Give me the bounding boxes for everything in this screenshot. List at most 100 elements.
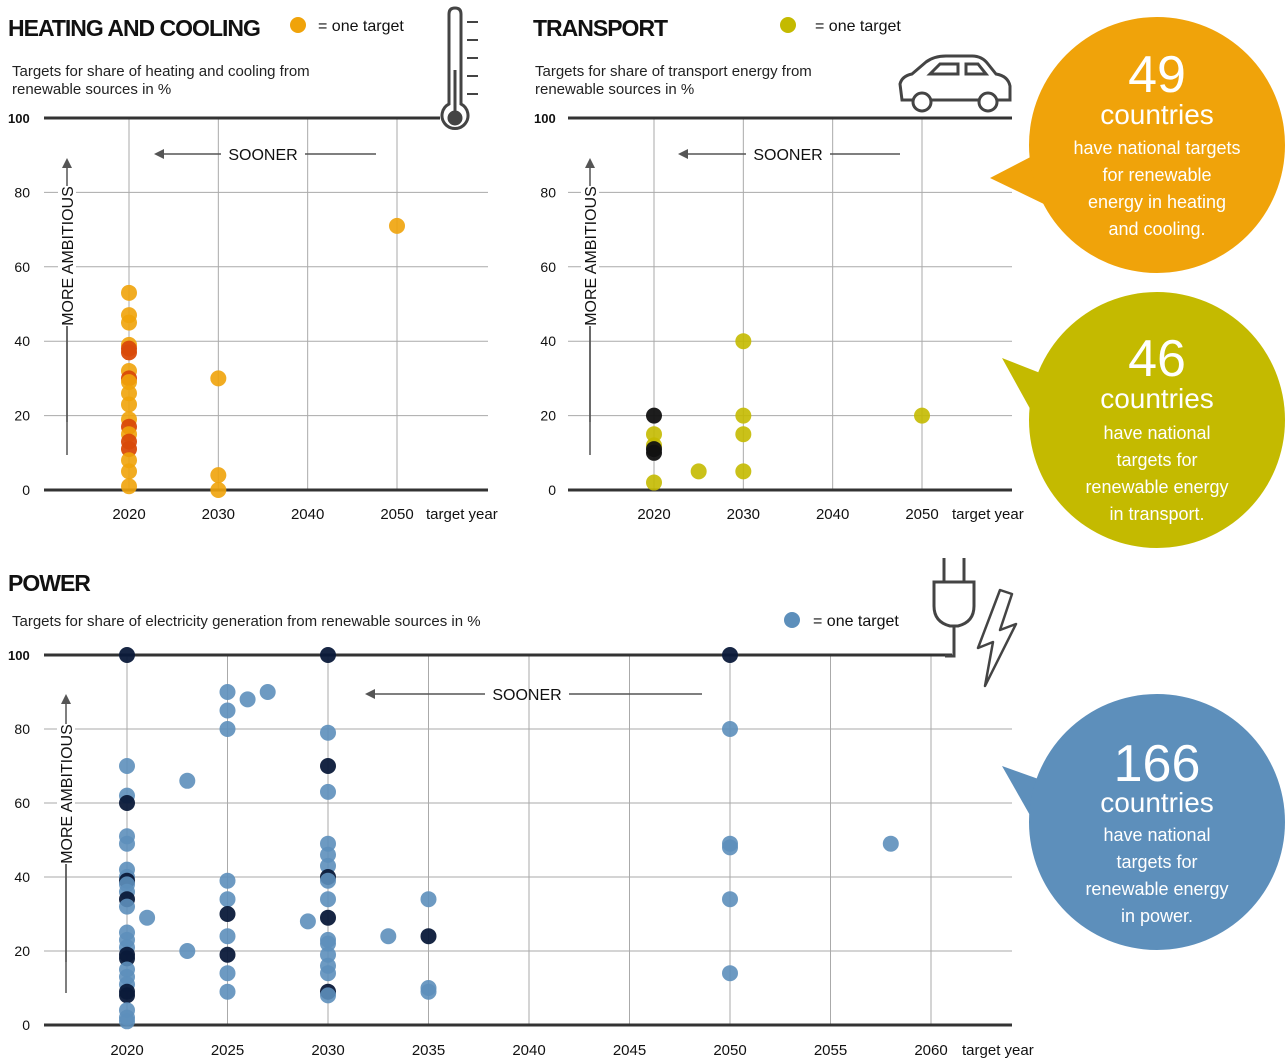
sooner-arrow-head: [154, 149, 164, 159]
x-tick-label: 2060: [914, 1042, 947, 1059]
y-tick-label: 40: [14, 869, 30, 885]
target-point: [320, 846, 336, 863]
target-point: [320, 724, 336, 741]
target-point: [320, 758, 336, 774]
ambition-label-bg: [57, 724, 75, 864]
callout-power: 166 countries have national targets for …: [1002, 694, 1285, 950]
callout-transport-line4: in transport.: [1109, 504, 1204, 524]
x-tick-label: 2020: [637, 506, 670, 523]
target-point: [219, 906, 236, 922]
target-point: [119, 795, 135, 811]
x-axis-label: target year: [952, 506, 1024, 523]
target-point: [722, 891, 738, 908]
callout-power-line3: renewable energy: [1085, 879, 1228, 899]
target-point: [299, 913, 316, 930]
target-point: [210, 370, 227, 387]
heating-legend-dot: [290, 17, 306, 33]
target-point: [735, 333, 752, 350]
target-point: [119, 758, 135, 774]
heating-subtitle-line2: renewable sources in %: [12, 81, 171, 98]
car-icon: [898, 54, 1012, 113]
x-tick-label: 2040: [512, 1042, 545, 1059]
y-tick-label: 40: [14, 333, 30, 349]
heating-legend-text: = one target: [318, 18, 404, 35]
heating-subtitle-line1: Targets for share of heating and cooling…: [12, 63, 310, 80]
lightning-icon: [976, 588, 1018, 688]
target-point: [420, 983, 437, 1000]
callout-heating-number: 49: [1128, 46, 1186, 104]
thermometer-icon: [440, 6, 478, 131]
target-point: [389, 217, 405, 234]
transport-title: TRANSPORT: [533, 15, 668, 41]
target-point: [121, 284, 137, 301]
target-point: [121, 344, 137, 361]
y-tick-label: 80: [540, 184, 556, 200]
target-point: [259, 684, 276, 700]
x-axis-label: target year: [426, 506, 498, 523]
x-tick-label: 2040: [291, 506, 324, 523]
target-point: [219, 965, 236, 982]
callout-power-line1: have national: [1103, 825, 1210, 845]
sooner-label: SOONER: [753, 147, 822, 164]
transport-panel: TRANSPORT = one target Targets for share…: [533, 15, 1024, 523]
target-point: [121, 452, 137, 469]
target-point: [320, 987, 336, 1004]
callout-transport-line2: targets for: [1116, 450, 1197, 470]
y-tick-label: 80: [14, 721, 30, 737]
callout-heating-line2: for renewable: [1102, 165, 1211, 185]
power-subtitle: Targets for share of electricity generat…: [12, 613, 481, 630]
callout-transport: 46 countries have national targets for r…: [1002, 292, 1285, 548]
target-point: [735, 407, 752, 424]
y-tick-label: 60: [540, 259, 556, 275]
target-point: [320, 647, 336, 663]
target-point: [320, 857, 336, 874]
target-point: [735, 426, 752, 443]
target-point: [119, 647, 135, 663]
target-point: [420, 891, 437, 908]
y-tick-label: 80: [14, 184, 30, 200]
target-point: [646, 444, 662, 461]
callout-power-line4: in power.: [1121, 906, 1193, 926]
target-point: [914, 407, 930, 424]
transport-legend-text: = one target: [815, 18, 901, 35]
target-point: [722, 839, 738, 856]
target-point: [219, 928, 236, 945]
callout-heating-unit: countries: [1100, 99, 1214, 130]
y-tick-label: 20: [14, 408, 30, 424]
ambition-label-bg: [581, 186, 599, 326]
target-point: [722, 965, 738, 982]
callout-heating-line1: have national targets: [1073, 138, 1240, 158]
callout-transport-line3: renewable energy: [1085, 477, 1228, 497]
target-point: [121, 385, 137, 402]
ambition-label: MORE AMBITIOUS: [59, 724, 76, 864]
callout-power-number: 166: [1114, 735, 1201, 793]
sooner-arrow-head: [365, 689, 375, 699]
ambition-arrow-head: [585, 158, 595, 168]
x-axis-label: target year: [962, 1042, 1034, 1059]
target-point: [320, 783, 336, 800]
x-tick-label: 2050: [905, 506, 938, 523]
target-point: [210, 467, 227, 484]
target-point: [219, 872, 236, 889]
target-point: [119, 1013, 135, 1030]
x-tick-label: 2030: [311, 1042, 344, 1059]
target-point: [690, 463, 707, 480]
target-point: [121, 314, 137, 331]
callout-power-unit: countries: [1100, 787, 1214, 818]
x-tick-label: 2025: [211, 1042, 244, 1059]
heating-cooling-panel: HEATING AND COOLING = one target Targets…: [8, 6, 498, 523]
callout-transport-line1: have national: [1103, 423, 1210, 443]
y-tick-label: 100: [8, 111, 30, 126]
target-point: [179, 943, 196, 959]
y-tick-label: 60: [14, 259, 30, 275]
target-point: [219, 983, 236, 1000]
ambition-label: MORE AMBITIOUS: [583, 186, 600, 326]
y-tick-label: 0: [548, 482, 556, 498]
callout-transport-number: 46: [1128, 330, 1186, 388]
power-legend-dot: [784, 612, 800, 628]
target-point: [320, 965, 336, 982]
heating-title: HEATING AND COOLING: [8, 15, 260, 41]
callout-heating: 49 countries have national targets for r…: [990, 17, 1285, 273]
